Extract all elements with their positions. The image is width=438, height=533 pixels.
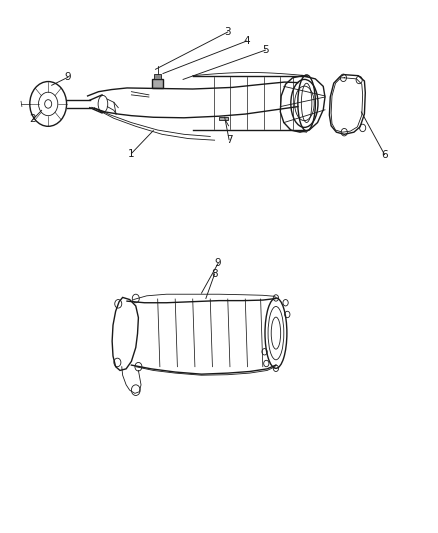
Text: 1: 1 (128, 149, 135, 158)
Text: 6: 6 (381, 150, 388, 159)
Text: 3: 3 (224, 27, 231, 37)
FancyBboxPatch shape (152, 79, 163, 88)
Text: 7: 7 (226, 135, 233, 144)
Text: 2: 2 (29, 115, 36, 124)
FancyBboxPatch shape (219, 117, 228, 120)
Text: 5: 5 (262, 45, 269, 55)
Text: 9: 9 (215, 259, 222, 268)
Text: 8: 8 (211, 269, 218, 279)
FancyBboxPatch shape (154, 74, 161, 79)
Text: 9: 9 (64, 72, 71, 82)
Text: 4: 4 (243, 36, 250, 46)
